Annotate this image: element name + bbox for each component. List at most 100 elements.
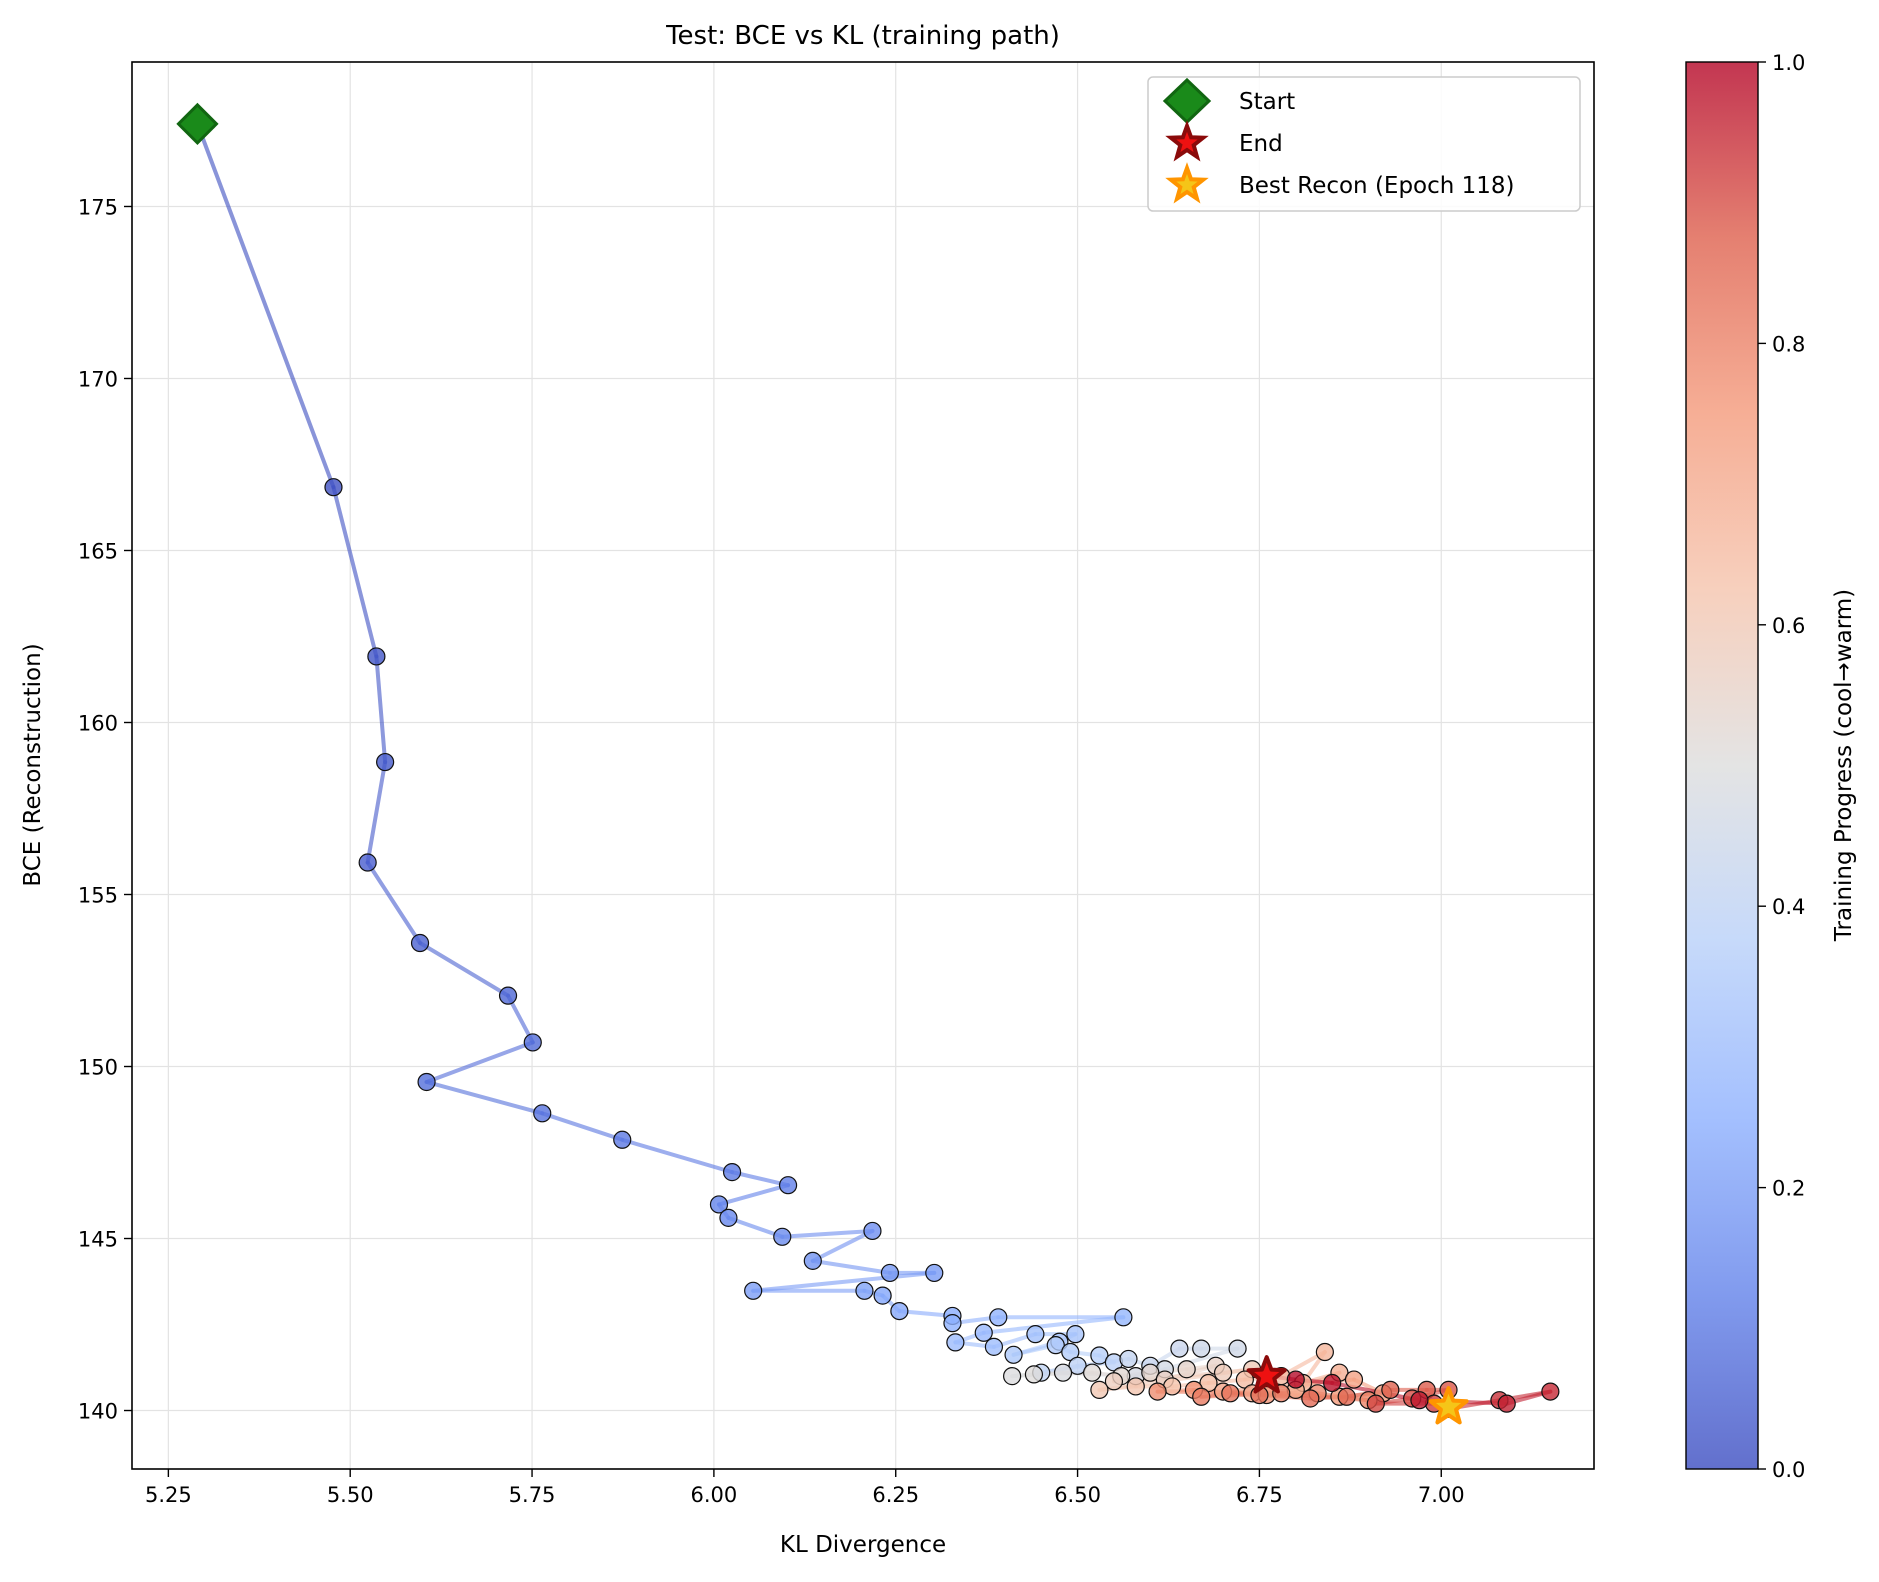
data-point	[984, 1337, 1004, 1356]
legend-end-marker	[1165, 120, 1209, 162]
path-segment	[810, 1228, 875, 1263]
data-point	[533, 1104, 552, 1123]
data-point	[1221, 1384, 1240, 1403]
data-point	[719, 1208, 738, 1227]
data-point	[855, 1281, 874, 1300]
data-point	[1141, 1363, 1160, 1382]
y-tick-label: 140	[78, 1400, 118, 1424]
x-tick-label: 6.50	[1054, 1483, 1101, 1507]
path-segment	[751, 1270, 937, 1293]
y-axis-label: BCE (Reconstruction)	[20, 643, 46, 886]
colorbar-tick-label: 0.4	[1772, 895, 1805, 919]
data-point	[1090, 1380, 1109, 1399]
path-segment	[726, 1215, 785, 1239]
x-tick-label: 5.75	[509, 1483, 556, 1507]
data-point	[1344, 1370, 1364, 1389]
data-point	[943, 1314, 962, 1333]
data-point	[1497, 1394, 1516, 1413]
data-point	[613, 1130, 632, 1149]
x-tick-label: 5.25	[145, 1483, 192, 1507]
y-tick-label: 165	[78, 539, 118, 563]
path-segment	[195, 121, 336, 490]
legend-best-marker	[1165, 162, 1209, 204]
path-segment	[981, 1315, 1126, 1335]
y-tick-label: 145	[78, 1228, 118, 1252]
data-point	[1192, 1339, 1211, 1358]
path-segment	[424, 1040, 535, 1084]
path-segment	[424, 1079, 545, 1116]
data-point	[498, 986, 518, 1005]
data-point	[722, 1163, 742, 1182]
data-point	[1083, 1363, 1102, 1382]
end-marker	[1246, 1355, 1287, 1394]
data-point	[367, 647, 386, 666]
data-point	[925, 1263, 944, 1283]
colorbar-label: Training Progress (cool→warm)	[1831, 589, 1857, 942]
data-point	[1315, 1342, 1334, 1362]
data-point	[1068, 1356, 1087, 1375]
data-point	[1228, 1339, 1247, 1358]
data-point	[1381, 1380, 1400, 1399]
data-point	[1090, 1346, 1109, 1365]
data-point	[1213, 1363, 1233, 1382]
colorbar	[1685, 61, 1759, 1470]
data-point	[376, 752, 395, 772]
data-point	[1366, 1394, 1385, 1413]
path-segment	[730, 1170, 791, 1188]
path-lines	[195, 121, 1553, 1411]
x-tick-label: 6.00	[691, 1483, 738, 1507]
path-segment	[418, 941, 511, 998]
best-recon-marker	[1428, 1386, 1469, 1425]
special-markers	[176, 102, 1469, 1425]
data-point	[709, 1195, 729, 1214]
colorbar-tick-label: 0.8	[1772, 332, 1805, 356]
x-tick-label: 6.75	[1236, 1483, 1283, 1507]
data-point	[744, 1281, 763, 1300]
legend-start-label: Start	[1239, 89, 1295, 115]
data-point	[946, 1333, 965, 1352]
scatter-points	[188, 114, 1560, 1418]
data-point	[1066, 1325, 1085, 1344]
data-point	[1026, 1325, 1045, 1344]
path-segment	[1162, 1346, 1240, 1372]
colorbar-tick-label: 0.0	[1772, 1458, 1805, 1482]
data-point	[1046, 1336, 1065, 1355]
start-marker	[176, 102, 219, 146]
data-point	[803, 1251, 822, 1270]
x-axis-label: KL Divergence	[780, 1532, 946, 1558]
x-tick-label: 6.25	[872, 1483, 919, 1507]
y-tick-label: 170	[78, 367, 118, 391]
data-point	[1053, 1363, 1073, 1382]
x-tick-label: 7.00	[1418, 1483, 1465, 1507]
path-segment	[365, 860, 423, 946]
data-point	[863, 1221, 882, 1241]
data-point	[989, 1308, 1008, 1327]
colorbar-ticks: 0.0 0.2 0.4 0.6 0.8 1.0	[1758, 51, 1805, 1482]
path-segment	[620, 1137, 735, 1175]
data-point	[1126, 1377, 1145, 1396]
data-point	[1323, 1373, 1342, 1393]
data-point	[1192, 1387, 1211, 1406]
path-segment	[365, 760, 388, 865]
data-point	[358, 853, 377, 872]
legend-end-label: End	[1239, 131, 1283, 157]
legend: Start End Best Recon (Epoch 118)	[1147, 76, 1581, 212]
data-point	[974, 1323, 993, 1342]
data-point	[1104, 1372, 1124, 1391]
data-point	[1003, 1367, 1022, 1386]
data-point	[1410, 1391, 1429, 1410]
path-segment	[374, 654, 388, 765]
data-point	[417, 1072, 436, 1092]
data-point	[1114, 1308, 1133, 1327]
path-segment	[780, 1228, 875, 1239]
data-point	[890, 1301, 909, 1321]
data-point	[1004, 1345, 1023, 1364]
x-tick-label: 5.50	[327, 1483, 374, 1507]
data-point	[1301, 1389, 1320, 1408]
path-segment	[810, 1258, 892, 1275]
data-point	[773, 1227, 792, 1246]
data-point	[1148, 1382, 1167, 1401]
y-axis-ticks: 140 145 150 155 160 165 170 175	[78, 195, 132, 1424]
data-point	[778, 1176, 798, 1195]
